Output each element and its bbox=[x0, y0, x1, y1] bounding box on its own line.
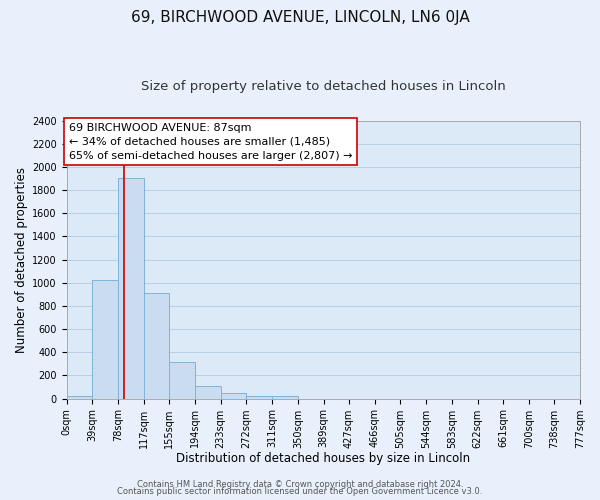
Bar bbox=[92, 280, 118, 398]
Text: 69 BIRCHWOOD AVENUE: 87sqm
← 34% of detached houses are smaller (1,485)
65% of s: 69 BIRCHWOOD AVENUE: 87sqm ← 34% of deta… bbox=[68, 123, 352, 161]
Bar bbox=[272, 396, 298, 398]
Text: Contains public sector information licensed under the Open Government Licence v3: Contains public sector information licen… bbox=[118, 488, 482, 496]
Bar bbox=[247, 396, 272, 398]
Title: Size of property relative to detached houses in Lincoln: Size of property relative to detached ho… bbox=[141, 80, 506, 93]
Text: Contains HM Land Registry data © Crown copyright and database right 2024.: Contains HM Land Registry data © Crown c… bbox=[137, 480, 463, 489]
Text: 69, BIRCHWOOD AVENUE, LINCOLN, LN6 0JA: 69, BIRCHWOOD AVENUE, LINCOLN, LN6 0JA bbox=[131, 10, 469, 25]
Bar bbox=[195, 386, 221, 398]
Bar bbox=[67, 396, 92, 398]
Bar bbox=[118, 178, 144, 398]
Bar bbox=[169, 362, 195, 399]
Bar bbox=[221, 393, 247, 398]
Y-axis label: Number of detached properties: Number of detached properties bbox=[15, 166, 28, 352]
Bar bbox=[144, 293, 169, 399]
X-axis label: Distribution of detached houses by size in Lincoln: Distribution of detached houses by size … bbox=[176, 452, 470, 465]
